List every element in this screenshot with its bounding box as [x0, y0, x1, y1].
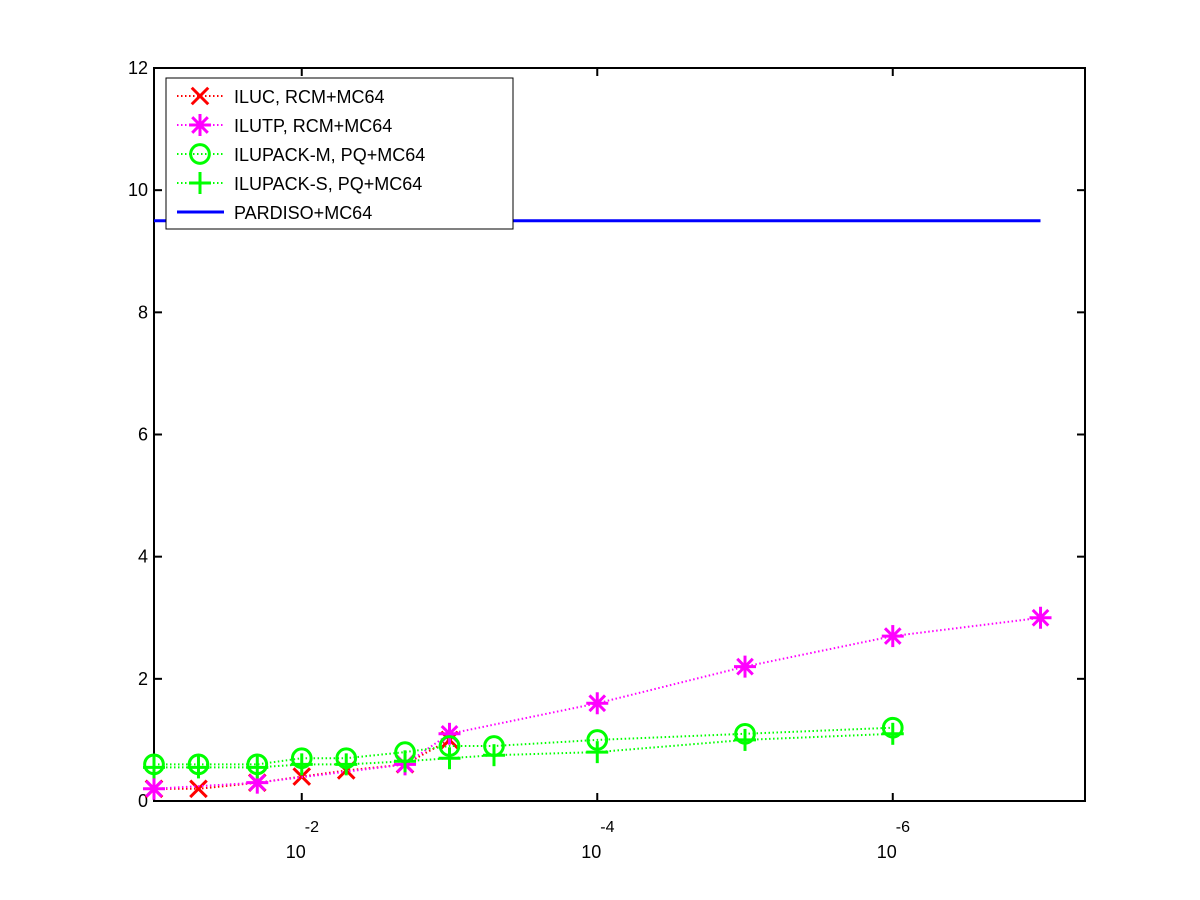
series-ilupack-s-pq-mc64 [143, 722, 904, 779]
marker-stroke [1031, 608, 1050, 627]
y-tick-label: 10 [128, 180, 148, 200]
legend-label: ILUPACK-M, PQ+MC64 [234, 145, 425, 165]
legend-item: PARDISO+MC64 [177, 203, 372, 223]
data-point-marker [143, 756, 165, 779]
legend-label: ILUPACK-S, PQ+MC64 [234, 174, 422, 194]
data-point-marker [1029, 606, 1052, 629]
legend-box [165, 77, 514, 230]
series-ilutp-rcm-mc64 [143, 606, 1052, 800]
legend-item: ILUTP, RCM+MC64 [177, 114, 392, 136]
y-tick-label: 12 [128, 58, 148, 78]
data-point-marker [189, 172, 211, 194]
x-tick-label-base: 10 [581, 842, 601, 862]
data-point-marker [881, 625, 904, 648]
tick-labels: 0 2 4 6 8 10 12 10 -2 10 -4 10 -6 [128, 58, 910, 862]
marker-stroke [191, 116, 209, 134]
data-point-marker [734, 728, 757, 751]
y-tick-label: 0 [138, 791, 148, 811]
marker-stroke [736, 657, 754, 676]
legend-item: ILUC, RCM+MC64 [177, 86, 385, 107]
axis-ticks [154, 67, 1085, 802]
y-tick-label: 8 [138, 302, 148, 322]
data-point-marker [734, 655, 757, 678]
x-tick-label-exponent: -6 [896, 819, 910, 836]
x-tick-label-exponent: -4 [600, 819, 614, 836]
y-tick-label: 4 [138, 547, 148, 567]
marker-stroke [883, 627, 902, 645]
data-point-marker [189, 143, 211, 165]
legend: ILUC, RCM+MC64 ILUTP, RCM+MC64 ILUPACK-M, … [165, 77, 514, 230]
series-line [154, 732, 893, 769]
legend-item: ILUPACK-M, PQ+MC64 [177, 143, 425, 165]
y-tick-label: 6 [138, 425, 148, 445]
data-point-marker [143, 777, 165, 800]
data-point-marker [394, 750, 417, 773]
series-line [153, 616, 1041, 790]
data-point-marker [881, 722, 904, 745]
data-point-marker [189, 114, 211, 136]
data-point-marker [586, 692, 609, 715]
legend-label: ILUTP, RCM+MC64 [234, 116, 392, 136]
data-point-marker [586, 741, 609, 764]
x-tick-label-base: 10 [286, 842, 306, 862]
data-point-marker [190, 86, 210, 106]
x-tick-label-exponent: -2 [305, 819, 319, 836]
marker-stroke [588, 694, 607, 713]
data-point-marker [187, 756, 210, 779]
legend-label: PARDISO+MC64 [234, 203, 372, 223]
marker-stroke [190, 86, 210, 106]
data-point-marker [438, 747, 461, 770]
data-point-marker [482, 744, 505, 767]
data-point-marker [335, 753, 358, 776]
data-point-marker [189, 779, 208, 799]
marker-stroke [189, 143, 211, 165]
marker-stroke [145, 779, 163, 798]
x-tick-label-base: 10 [877, 842, 897, 862]
marker-stroke [248, 773, 267, 792]
y-tick-label: 2 [138, 669, 148, 689]
data-point-marker [246, 756, 269, 779]
series-layer [143, 219, 1052, 800]
legend-item: ILUPACK-S, PQ+MC64 [177, 172, 422, 194]
marker-stroke [189, 779, 208, 799]
data-point-marker [290, 753, 313, 776]
legend-label: ILUC, RCM+MC64 [234, 87, 385, 107]
